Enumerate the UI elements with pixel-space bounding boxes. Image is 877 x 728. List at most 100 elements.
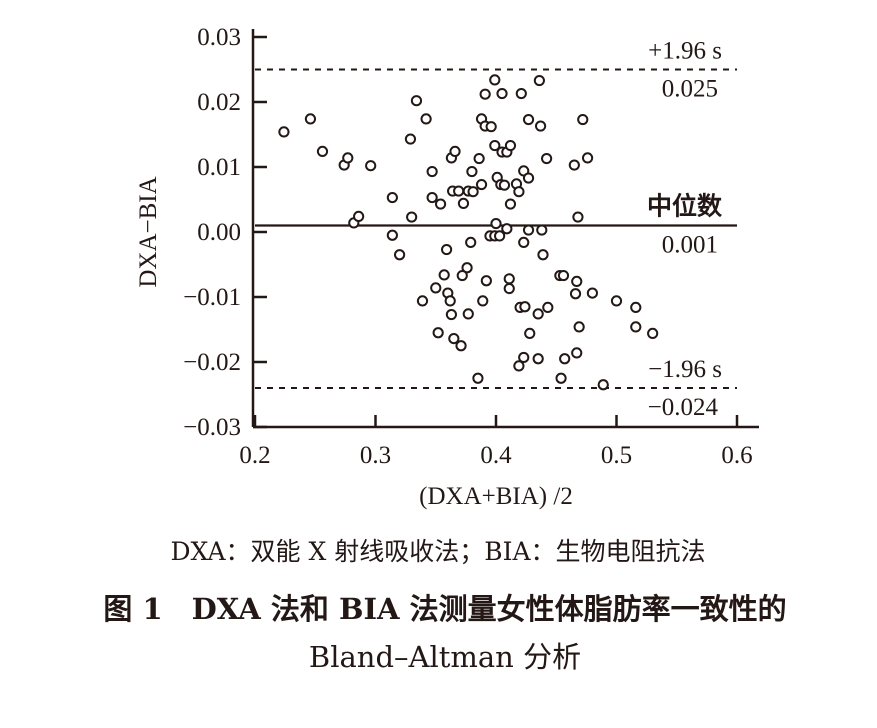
data-points [278, 74, 659, 391]
data-point [455, 340, 467, 352]
data-point [513, 186, 525, 198]
data-point [555, 372, 567, 384]
reference-line-value: 0.025 [662, 76, 718, 103]
data-point [480, 275, 492, 287]
data-point [571, 347, 583, 359]
data-point [479, 88, 491, 100]
data-point [647, 327, 659, 339]
data-point [406, 211, 418, 223]
data-point [568, 159, 580, 171]
y-tick-label: 0.02 [197, 89, 241, 116]
data-point [501, 223, 513, 235]
data-point [542, 301, 554, 313]
data-point [533, 74, 545, 87]
data-point [432, 327, 444, 339]
data-point [365, 160, 377, 172]
data-point [498, 179, 511, 191]
reference-line-label: 中位数 [647, 192, 723, 221]
data-point [494, 230, 506, 242]
data-point [453, 185, 465, 197]
data-point [426, 191, 438, 204]
data-point [444, 295, 456, 307]
data-point [504, 198, 517, 210]
data-point [473, 152, 485, 165]
y-tick-label: 0.00 [197, 219, 241, 246]
x-tick-label: 0.5 [601, 442, 632, 469]
data-point [522, 172, 535, 184]
data-point [515, 87, 527, 100]
data-point [426, 165, 438, 178]
data-point [278, 126, 290, 138]
data-point [572, 211, 584, 223]
reference-lines: +1.96 s 0.025 中位数 0.001 −1.96 s −0.024 [255, 38, 737, 421]
y-tick-label: −0.03 [183, 414, 241, 441]
data-point [524, 327, 536, 339]
y-tick-label: −0.01 [183, 284, 241, 311]
data-point [490, 217, 502, 230]
data-point [537, 249, 549, 261]
y-axis-label: DXA−BIA [135, 176, 162, 287]
data-point [630, 321, 642, 333]
data-point [472, 372, 484, 384]
figure-title-line2: Bland–Altman 分析 [309, 640, 581, 674]
data-point [438, 269, 450, 281]
data-point [461, 262, 473, 274]
data-point [304, 113, 317, 125]
figure-title-line1: 图 1 DXA 法和 BIA 法测量女性体脂肪率一致性的 [103, 592, 786, 626]
data-point [448, 333, 460, 345]
data-point [573, 321, 585, 333]
data-point [466, 165, 478, 178]
data-point [404, 133, 417, 145]
data-point [434, 198, 447, 210]
data-point [457, 197, 470, 209]
data-point [557, 269, 570, 282]
data-point [571, 275, 583, 287]
data-point [489, 139, 501, 152]
data-point [430, 282, 442, 294]
data-point [532, 308, 544, 320]
y-tick-label: 0.01 [197, 154, 241, 181]
data-point [440, 243, 453, 256]
x-axis-label: (DXA+BIA) /2 [419, 483, 573, 510]
data-point [518, 236, 530, 248]
data-point [386, 229, 398, 241]
x-tick-label: 0.2 [239, 442, 270, 469]
axes: 0.03 0.02 0.01 0.00 −0.01 −0.02 −0.030.2 0.3 0.4… [183, 24, 759, 469]
data-point [569, 288, 582, 300]
data-point [475, 178, 488, 191]
data-point [586, 287, 599, 299]
data-point [541, 152, 553, 165]
data-point [503, 273, 515, 285]
data-point [420, 113, 432, 125]
reference-line-value: −0.024 [648, 394, 719, 421]
data-point [519, 301, 531, 313]
data-point [316, 145, 329, 157]
data-point [445, 308, 458, 321]
x-tick-label: 0.6 [721, 442, 752, 469]
data-point [477, 295, 489, 307]
data-point [513, 360, 525, 372]
caption-note: DXA：双能 X 射线吸收法；BIA：生物电阻抗法 [171, 537, 706, 566]
reference-line-value: 0.001 [662, 232, 718, 259]
data-point [597, 379, 609, 391]
data-point [504, 139, 517, 152]
data-point [465, 236, 477, 248]
data-point [630, 301, 642, 313]
data-point [342, 152, 354, 164]
data-point [503, 282, 515, 295]
data-point [532, 353, 544, 365]
data-point [485, 121, 497, 133]
data-point [536, 224, 548, 236]
data-point [577, 113, 589, 126]
data-point [456, 269, 468, 282]
data-point [386, 191, 398, 204]
data-point [462, 308, 474, 320]
data-point [534, 120, 547, 132]
x-tick-label: 0.3 [360, 442, 391, 469]
data-point [610, 295, 623, 307]
data-point [522, 224, 535, 236]
data-point [467, 186, 479, 198]
data-point [410, 95, 423, 107]
data-point [518, 351, 530, 364]
